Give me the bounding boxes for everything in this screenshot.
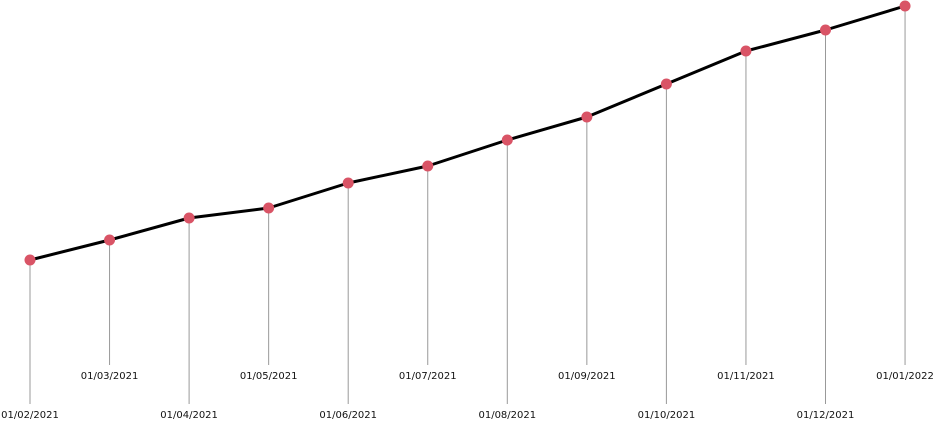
x-tick-label: 01/04/2021 bbox=[160, 410, 218, 421]
point bbox=[342, 177, 354, 189]
point bbox=[899, 0, 911, 12]
point bbox=[422, 160, 434, 172]
point bbox=[501, 134, 513, 146]
x-tick-label: 01/05/2021 bbox=[240, 371, 298, 382]
x-tick-label: 01/09/2021 bbox=[558, 371, 616, 382]
point bbox=[263, 202, 275, 214]
x-tick-label: 01/07/2021 bbox=[399, 371, 457, 382]
x-tick-label: 01/06/2021 bbox=[319, 410, 377, 421]
x-tick-label: 01/10/2021 bbox=[638, 410, 696, 421]
x-tick-label: 01/03/2021 bbox=[81, 371, 139, 382]
point bbox=[183, 212, 195, 224]
x-tick-label: 01/12/2021 bbox=[797, 410, 855, 421]
x-tick-label: 01/11/2021 bbox=[717, 371, 775, 382]
point bbox=[660, 78, 672, 90]
point bbox=[740, 45, 752, 57]
line bbox=[29, 4, 906, 262]
point bbox=[820, 24, 831, 36]
point bbox=[24, 254, 36, 266]
x-tick-label: 01/08/2021 bbox=[478, 410, 536, 421]
x-tick-label: 01/02/2021 bbox=[1, 410, 59, 421]
x-tick-label: 01/01/2022 bbox=[876, 371, 934, 382]
point bbox=[104, 234, 116, 246]
point bbox=[581, 111, 593, 123]
